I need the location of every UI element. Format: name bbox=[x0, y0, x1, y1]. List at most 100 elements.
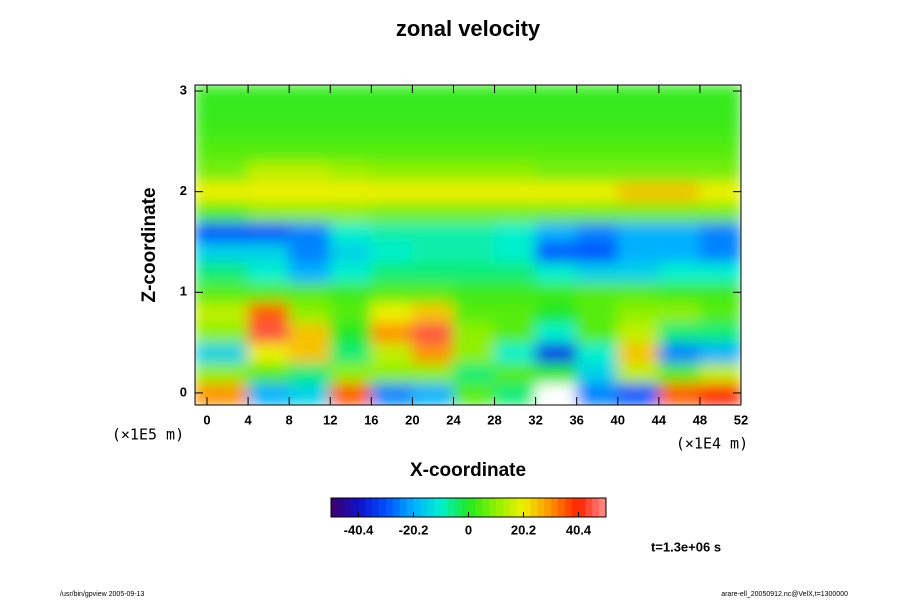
colorbar: -40.4 -20.2 0 20.2 40.4 bbox=[331, 498, 607, 537]
colorbar-segment bbox=[599, 498, 607, 517]
cell bbox=[452, 181, 496, 203]
cell bbox=[699, 201, 741, 223]
cell bbox=[195, 342, 249, 364]
colorbar-segment bbox=[344, 498, 352, 517]
cell bbox=[329, 85, 372, 102]
cell bbox=[411, 382, 454, 405]
cell bbox=[329, 281, 372, 303]
cell bbox=[195, 140, 249, 162]
cell bbox=[370, 281, 413, 303]
cell bbox=[452, 160, 496, 183]
colorbar-tick-label: 20.2 bbox=[511, 522, 536, 537]
cell bbox=[699, 382, 741, 405]
cell bbox=[195, 100, 249, 122]
cell bbox=[576, 160, 619, 183]
cell bbox=[658, 382, 701, 405]
cell bbox=[329, 100, 372, 122]
cell bbox=[247, 100, 290, 122]
cell bbox=[658, 301, 701, 323]
cell bbox=[494, 140, 537, 162]
cell bbox=[494, 100, 537, 122]
cell bbox=[195, 301, 249, 323]
cell bbox=[411, 221, 454, 243]
cell bbox=[699, 342, 741, 364]
cell bbox=[329, 241, 372, 263]
x-tick-label: 52 bbox=[734, 412, 748, 427]
colorbar-segment bbox=[386, 498, 394, 517]
cell bbox=[329, 321, 372, 344]
chart-title: zonal velocity bbox=[396, 16, 541, 41]
cell bbox=[658, 140, 701, 162]
x-tick-label: 20 bbox=[405, 412, 419, 427]
cell bbox=[699, 85, 741, 102]
y-axis-label: Z-coordinate bbox=[139, 187, 160, 302]
cell bbox=[658, 321, 701, 344]
cell bbox=[411, 160, 454, 183]
cell bbox=[494, 281, 537, 303]
cell bbox=[576, 382, 619, 405]
cell bbox=[494, 221, 537, 243]
cell bbox=[370, 120, 413, 142]
colorbar-segment bbox=[475, 498, 483, 517]
cell bbox=[617, 281, 660, 303]
colorbar-segment bbox=[454, 498, 462, 517]
cell bbox=[288, 321, 331, 344]
cell bbox=[452, 221, 496, 243]
cell bbox=[195, 362, 249, 384]
cell bbox=[370, 201, 413, 223]
cell bbox=[288, 181, 331, 203]
cell bbox=[247, 301, 290, 323]
colorbar-segment bbox=[337, 498, 346, 517]
colorbar-segment bbox=[365, 498, 373, 517]
field bbox=[195, 85, 741, 405]
cell bbox=[535, 85, 578, 102]
cell bbox=[411, 120, 454, 142]
x-unit: (×1E4 m) bbox=[676, 435, 748, 453]
cell bbox=[576, 281, 619, 303]
cell bbox=[494, 160, 537, 183]
cell bbox=[535, 321, 578, 344]
cell bbox=[411, 181, 454, 203]
cell bbox=[370, 140, 413, 162]
cell bbox=[288, 201, 331, 223]
cell bbox=[411, 261, 454, 283]
cell bbox=[576, 241, 619, 263]
colorbar-segment bbox=[557, 498, 566, 517]
colorbar-segment bbox=[530, 498, 538, 517]
cell bbox=[576, 301, 619, 323]
cell bbox=[699, 362, 741, 384]
colorbar-segment bbox=[482, 498, 490, 517]
cell bbox=[699, 221, 741, 243]
cell bbox=[494, 342, 537, 364]
colorbar-segment bbox=[392, 498, 401, 517]
cell bbox=[617, 241, 660, 263]
cell bbox=[411, 321, 454, 344]
cell bbox=[195, 120, 249, 142]
colorbar-tick-label: -40.4 bbox=[344, 522, 374, 537]
cell bbox=[535, 221, 578, 243]
cell bbox=[329, 342, 372, 364]
cell bbox=[617, 221, 660, 243]
cell bbox=[576, 100, 619, 122]
cell bbox=[247, 342, 290, 364]
colorbar-segment bbox=[516, 498, 524, 517]
cell bbox=[699, 181, 741, 203]
colorbar-segment bbox=[358, 498, 366, 517]
cell bbox=[329, 201, 372, 223]
cell bbox=[494, 85, 537, 102]
colorbar-segment bbox=[372, 498, 380, 517]
cell bbox=[247, 120, 290, 142]
cell bbox=[411, 100, 454, 122]
cell bbox=[576, 321, 619, 344]
cell bbox=[288, 160, 331, 183]
cell bbox=[195, 85, 249, 102]
colorbar-tick-label: 0 bbox=[465, 522, 472, 537]
cell bbox=[658, 241, 701, 263]
cell bbox=[370, 241, 413, 263]
cell bbox=[452, 140, 496, 162]
cell bbox=[494, 301, 537, 323]
x-tick-label: 44 bbox=[652, 412, 667, 427]
cell bbox=[370, 100, 413, 122]
cell bbox=[370, 362, 413, 384]
cell bbox=[370, 221, 413, 243]
